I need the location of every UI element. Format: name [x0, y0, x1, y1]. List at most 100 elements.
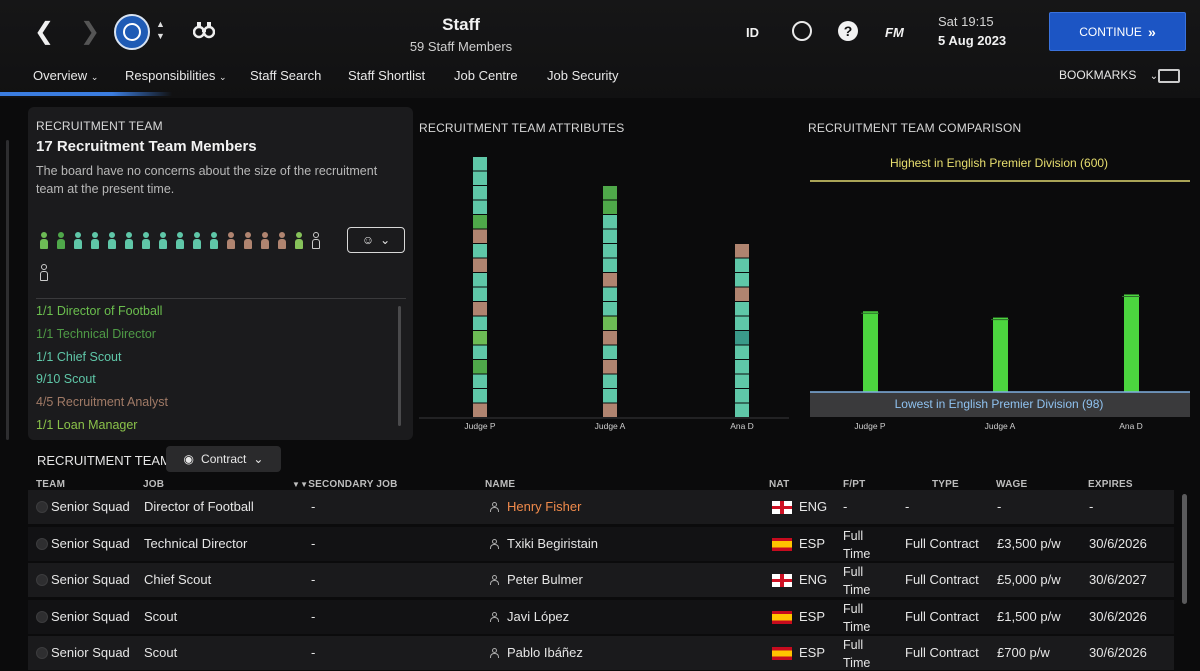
cell-secondary-job: -: [311, 535, 316, 551]
bookmarks-button[interactable]: BOOKMARKS ⌄: [1059, 68, 1159, 82]
page-title: Staff: [442, 15, 480, 34]
staff-person-icon: [159, 232, 167, 249]
tab-staff-shortlist[interactable]: Staff Shortlist: [348, 68, 426, 83]
attribute-segment: [603, 403, 617, 417]
tab-overview[interactable]: Overview ⌄: [33, 68, 99, 83]
attribute-segment: [735, 345, 749, 359]
cell-nat: ESP: [799, 608, 826, 624]
staff-person-icon: [490, 538, 499, 549]
recruitment-team-panel: [28, 107, 413, 440]
cell-nat: ESP: [799, 535, 826, 551]
staff-person-icon: [74, 232, 82, 249]
cell-secondary-job: -: [311, 608, 316, 624]
attribute-segment: [735, 374, 749, 388]
table-scrollbar[interactable]: [1182, 494, 1187, 604]
table-title: RECRUITMENT TEAM: [37, 453, 171, 468]
attribute-segment: [473, 244, 487, 258]
cell-secondary-job: -: [311, 572, 316, 587]
eye-icon: ◉: [183, 452, 195, 466]
attribute-segment: [473, 360, 487, 374]
cell-fpt: Full Time: [843, 601, 871, 634]
cell-name[interactable]: Javi López: [507, 608, 570, 624]
tab-job-centre[interactable]: Job Centre: [454, 68, 518, 83]
status-dot: [36, 501, 48, 513]
up-down-icon[interactable]: ▲ ▼: [156, 19, 165, 41]
staff-person-icon: [142, 232, 150, 249]
column-header-type[interactable]: TYPE: [932, 479, 959, 490]
status-dot: [36, 610, 48, 623]
forward-arrow-icon[interactable]: ❯: [80, 18, 101, 45]
cell-job: Scout: [144, 608, 178, 624]
continue-button[interactable]: CONTINUE »: [1049, 12, 1186, 51]
attribute-segment: [735, 389, 749, 403]
cell-team: Senior Squad: [51, 535, 130, 551]
fm-menu-button[interactable]: FM: [885, 25, 904, 40]
cell-expires: -: [1089, 499, 1094, 514]
id-button[interactable]: ID: [746, 25, 759, 40]
column-header-wage[interactable]: WAGE: [996, 479, 1028, 490]
cell-name[interactable]: Peter Bulmer: [507, 572, 583, 587]
column-header-nat[interactable]: NAT: [769, 479, 790, 490]
table-row[interactable]: Senior Squad Scout - Javi López ESP Full Time…: [28, 599, 1174, 634]
table-row[interactable]: Senior Squad Technical Director - Txiki Beg…: [28, 526, 1174, 561]
column-header-name[interactable]: NAME: [485, 479, 516, 490]
table-row[interactable]: Senior Squad Chief Scout - Peter Bulmer ENG F…: [28, 563, 1174, 597]
view-selector-button[interactable]: ☺ ⌄: [347, 227, 405, 253]
cell-type: -: [905, 499, 910, 514]
contract-view-select[interactable]: ◉ Contract ⌄: [166, 446, 281, 472]
attribute-segment: [473, 273, 487, 287]
attribute-segment: [473, 345, 487, 359]
attribute-segment: [473, 186, 487, 200]
attributes-chart-title: RECRUITMENT TEAM ATTRIBUTES: [419, 121, 625, 135]
comparison-category-label: Ana D: [1119, 421, 1143, 431]
attribute-segment: [603, 287, 617, 301]
page-scrollbar[interactable]: [6, 140, 9, 440]
cell-job: Technical Director: [144, 535, 248, 551]
binoculars-icon[interactable]: [192, 21, 216, 42]
staff-person-icon: [57, 232, 65, 249]
attribute-segment: [603, 200, 617, 214]
cell-name[interactable]: Pablo Ibáñez: [507, 645, 583, 660]
staff-person-icon: [490, 648, 499, 658]
attribute-segment: [473, 157, 487, 171]
cell-fpt: -: [843, 499, 848, 514]
tab-job-security[interactable]: Job Security: [547, 68, 619, 83]
panel-label: RECRUITMENT TEAM: [36, 119, 163, 133]
help-icon[interactable]: ?: [838, 21, 858, 41]
game-time: Sat 19:15: [938, 14, 994, 29]
spain-flag-icon: [772, 610, 792, 624]
attribute-segment: [473, 403, 487, 417]
column-header-team[interactable]: TEAM: [36, 479, 66, 490]
cell-nat: ENG: [799, 572, 828, 587]
table-row[interactable]: Senior Squad Scout - Pablo Ibáñez ESP Full Ti…: [28, 636, 1174, 670]
tab-responsibilities[interactable]: Responsibilities ⌄: [125, 68, 227, 83]
cell-name[interactable]: Txiki Begiristain: [507, 535, 599, 551]
back-arrow-icon[interactable]: ❮: [34, 18, 55, 45]
active-tab-indicator-fade: [112, 92, 172, 96]
attribute-category-label: Ana D: [730, 421, 754, 431]
england-flag-icon: [772, 574, 792, 587]
staff-person-icon: [490, 611, 499, 622]
column-header-expires[interactable]: EXPIRES: [1088, 479, 1133, 490]
column-header-job[interactable]: JOB: [143, 479, 165, 490]
cell-name[interactable]: Henry Fisher: [507, 499, 582, 514]
attribute-segment: [603, 389, 617, 403]
cell-wage: -: [997, 499, 1002, 514]
column-header-fpt[interactable]: F/PT: [843, 479, 866, 490]
club-badge[interactable]: [114, 14, 150, 50]
attribute-segment: [603, 374, 617, 388]
globe-icon[interactable]: [792, 21, 812, 41]
tab-staff-search[interactable]: Staff Search: [250, 68, 322, 83]
column-header-secondary-job[interactable]: ▼▼SECONDARY JOB: [292, 479, 398, 490]
roles-scrollbar[interactable]: [398, 306, 401, 426]
table-row[interactable]: Senior Squad Director of Football - Henry F…: [28, 490, 1174, 524]
staff-person-icon: [261, 232, 269, 249]
comparison-bar: [993, 317, 1008, 392]
monitor-icon[interactable]: [1158, 69, 1180, 83]
attribute-segment: [473, 200, 487, 214]
attribute-segment: [603, 345, 617, 359]
cell-fpt: Full Time: [843, 528, 871, 561]
cell-expires: 30/6/2026: [1089, 535, 1147, 551]
role-scout: 9/10 Scout: [36, 372, 96, 386]
cell-type: Full Contract: [905, 535, 979, 551]
